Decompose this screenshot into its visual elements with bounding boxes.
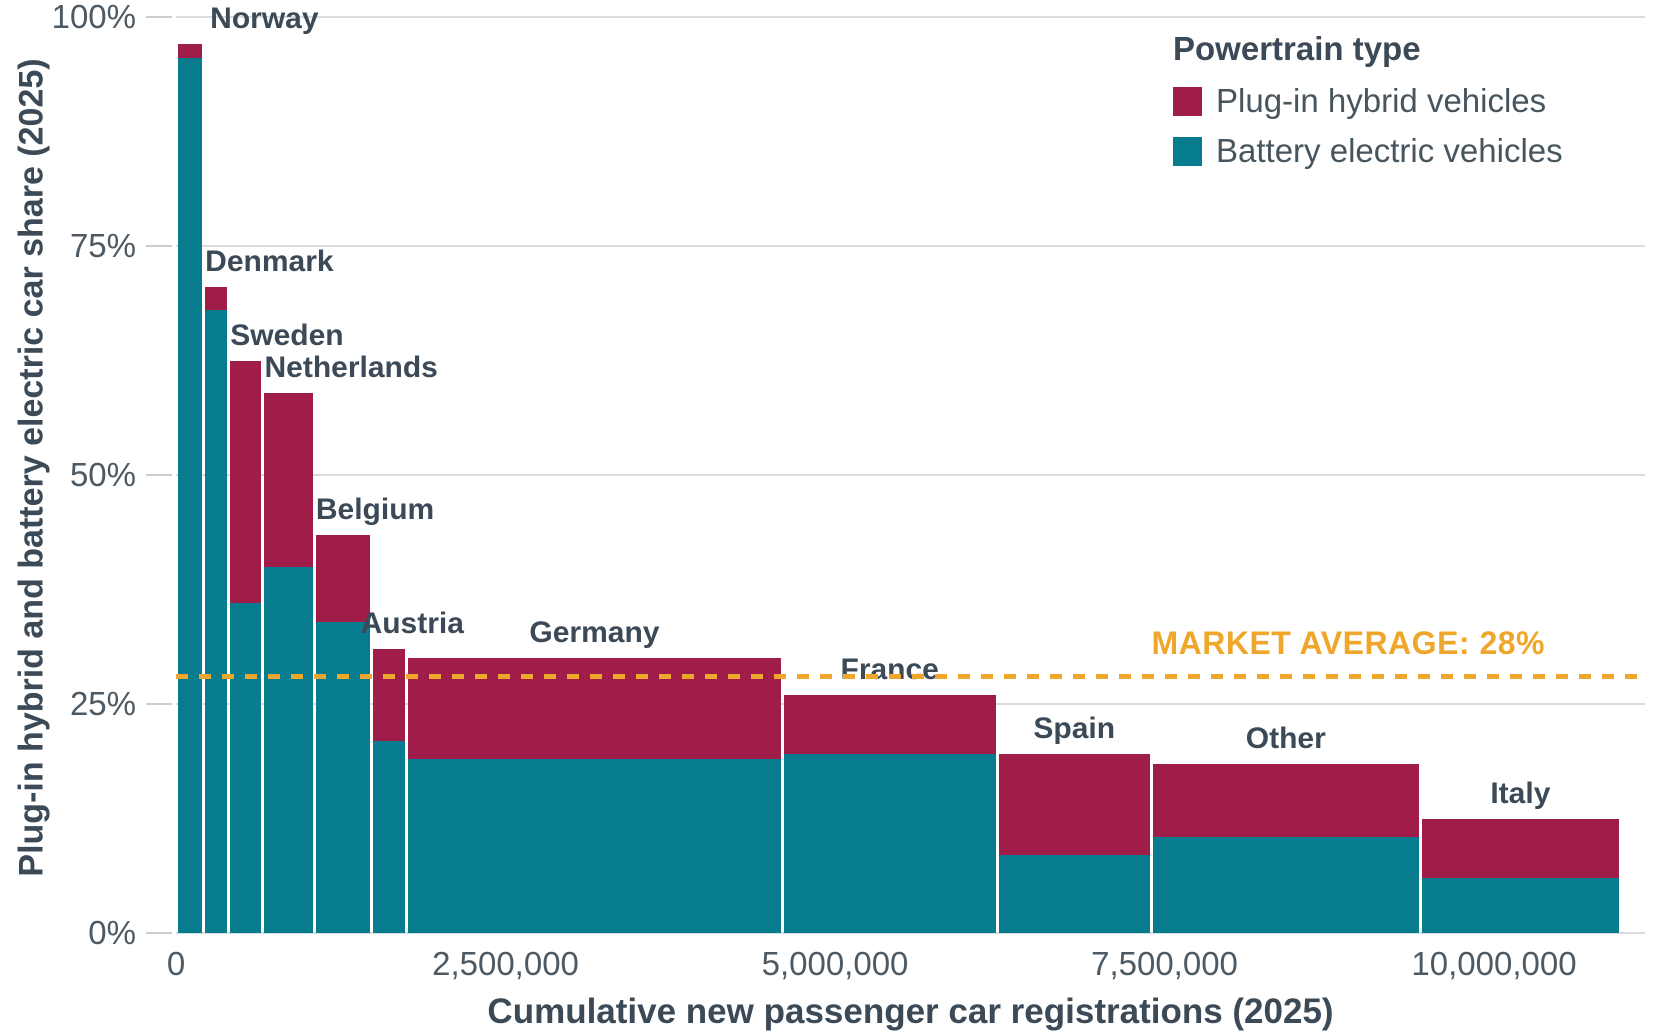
- x-tick-label: 5,000,000: [761, 945, 909, 982]
- country-label-austria: Austria: [360, 607, 464, 641]
- market-average-label: MARKET AVERAGE: 28%: [1151, 624, 1545, 661]
- bar-segment-bev-germany: [408, 758, 781, 933]
- y-tick-label: 100%: [51, 0, 136, 35]
- y-tick-label: 25%: [69, 685, 136, 722]
- market-average-line: [176, 674, 1645, 680]
- y-tick-mark: [146, 474, 172, 476]
- bar-segment-phev-spain: [998, 754, 1150, 856]
- legend-title: Powertrain type: [1173, 30, 1421, 67]
- country-label-sweden: Sweden: [230, 318, 344, 352]
- gridline-75: [176, 245, 1645, 247]
- country-label-netherlands: Netherlands: [264, 350, 438, 384]
- phev-color-swatch-icon: [1173, 86, 1202, 116]
- x-tick-label: 10,000,000: [1411, 945, 1577, 982]
- x-axis-title: Cumulative new passenger car registratio…: [487, 992, 1334, 1031]
- bar-segment-bev-other: [1152, 836, 1419, 933]
- country-label-italy: Italy: [1490, 776, 1551, 810]
- country-label-spain: Spain: [1033, 712, 1116, 746]
- x-tick-label: 2,500,000: [432, 945, 579, 982]
- y-tick-mark: [146, 16, 172, 18]
- country-label-norway: Norway: [210, 2, 319, 36]
- gridline-100: [176, 16, 1645, 18]
- bar-segment-phev-other: [1152, 763, 1419, 837]
- bar-segment-phev-norway: [177, 44, 203, 59]
- legend-label-bev: Battery electric vehicles: [1216, 132, 1563, 169]
- country-label-other: Other: [1245, 721, 1326, 755]
- bar-segment-bev-italy: [1421, 878, 1620, 933]
- bar-segment-phev-france: [783, 694, 996, 755]
- y-tick-label: 50%: [69, 456, 136, 493]
- bar-segment-bev-france: [783, 754, 996, 933]
- bar-segment-phev-austria: [372, 649, 406, 741]
- x-tick-label: 0: [166, 945, 186, 982]
- y-tick-label: 0%: [88, 914, 136, 951]
- bar-segment-phev-sweden: [230, 360, 262, 604]
- country-label-belgium: Belgium: [315, 492, 435, 526]
- gridline-0: [176, 932, 1645, 934]
- bar-segment-phev-italy: [1421, 818, 1620, 879]
- bar-segment-phev-belgium: [315, 534, 370, 622]
- bar-segment-bev-austria: [372, 740, 406, 933]
- y-tick-mark: [146, 703, 172, 705]
- bar-segment-bev-belgium: [315, 621, 370, 933]
- x-tick-label: 7,500,000: [1091, 945, 1238, 982]
- country-label-france: France: [840, 652, 939, 686]
- bar-segment-bev-sweden: [230, 603, 262, 933]
- legend-item-bev: Battery electric vehicles: [1173, 132, 1563, 170]
- bar-segment-phev-denmark: [205, 287, 228, 311]
- bar-segment-bev-spain: [998, 855, 1150, 933]
- bar-segment-phev-netherlands: [264, 392, 313, 567]
- bar-segment-bev-denmark: [205, 310, 228, 933]
- bar-segment-bev-netherlands: [264, 566, 313, 933]
- legend-item-phev: Plug-in hybrid vehicles: [1173, 82, 1563, 120]
- y-tick-mark: [146, 932, 172, 934]
- legend: Powertrain type Plug-in hybrid vehicles …: [1173, 30, 1563, 182]
- gridline-50: [176, 474, 1645, 476]
- y-tick-label: 75%: [69, 227, 136, 264]
- legend-label-phev: Plug-in hybrid vehicles: [1216, 82, 1547, 119]
- country-label-germany: Germany: [529, 616, 660, 650]
- bev-color-swatch-icon: [1173, 136, 1202, 166]
- y-tick-mark: [146, 245, 172, 247]
- bar-segment-bev-norway: [177, 58, 203, 933]
- country-label-denmark: Denmark: [205, 245, 334, 279]
